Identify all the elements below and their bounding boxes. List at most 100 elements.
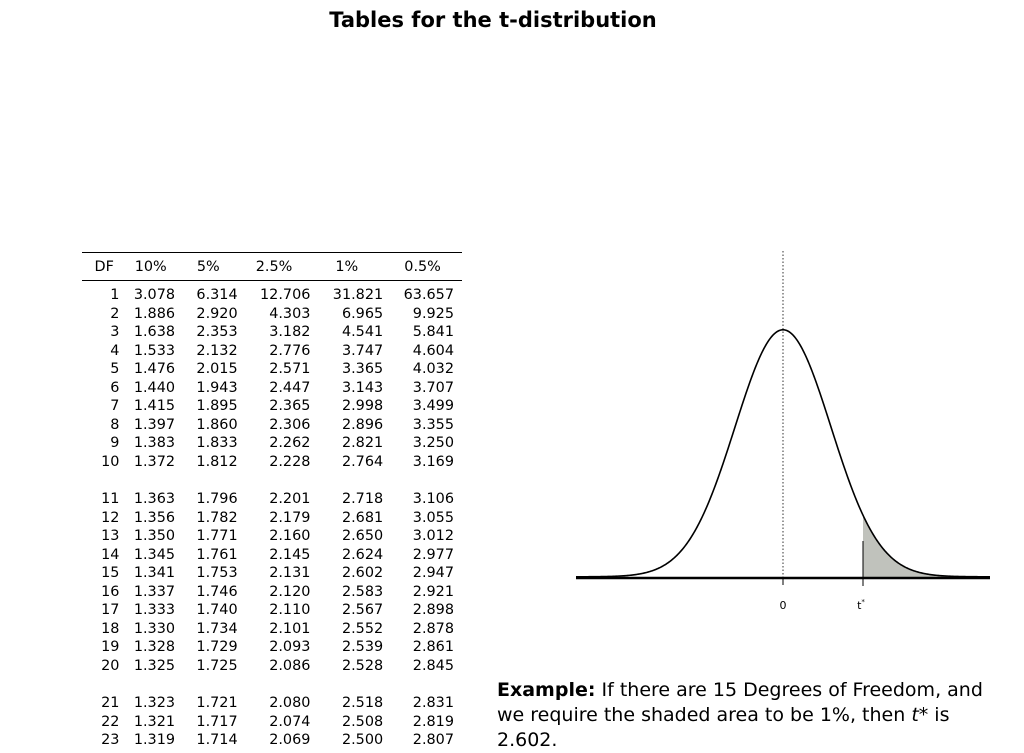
value-cell: 1.729 — [196, 639, 238, 656]
table-row: 8 1.397 1.860 2.306 2.896 3.355 — [82, 416, 462, 435]
value-cell: 3.250 — [412, 435, 454, 452]
value-cell: 2.093 — [269, 639, 311, 656]
value-cell: 3.012 — [412, 528, 454, 545]
value-cell: 2.861 — [412, 639, 454, 656]
value-cell: 4.032 — [412, 361, 454, 378]
df-cell: 9 — [110, 435, 120, 452]
shaded-tail-area — [863, 515, 990, 578]
table-row: 2 1.886 2.920 4.303 6.965 9.925 — [82, 305, 462, 324]
header-1pct: 1% — [310, 252, 384, 281]
df-cell: 14 — [101, 546, 120, 563]
value-cell: 1.714 — [196, 732, 238, 749]
table-row: 1 3.078 6.314 12.706 31.821 63.657 — [82, 281, 462, 305]
value-cell: 2.228 — [269, 453, 311, 470]
example-text-2: is 2.602. — [497, 704, 950, 751]
table-row: 12 1.356 1.782 2.179 2.681 3.055 — [82, 509, 462, 528]
table-row: 16 1.337 1.746 2.120 2.583 2.921 — [82, 583, 462, 602]
density-curve — [576, 328, 990, 578]
header-5pct: 5% — [179, 252, 238, 281]
df-cell: 5 — [110, 361, 120, 378]
value-cell: 9.925 — [412, 305, 454, 322]
table-header-row: DF 10% 5% 2.5% 1% 0.5% — [82, 252, 462, 281]
df-cell: 15 — [101, 565, 120, 582]
value-cell: 3.355 — [412, 416, 454, 433]
value-cell: 2.262 — [269, 435, 311, 452]
value-cell: 1.356 — [133, 509, 176, 526]
table-body: 1 3.078 6.314 12.706 31.821 63.657 2 1.886 2.920… — [82, 281, 462, 750]
value-cell: 1.533 — [133, 342, 176, 359]
df-cell: 6 — [110, 379, 120, 396]
table-row: 14 1.345 1.761 2.145 2.624 2.977 — [82, 546, 462, 565]
value-cell: 3.365 — [341, 361, 384, 378]
value-cell: 2.365 — [269, 398, 311, 415]
df-cell: 12 — [101, 509, 120, 526]
value-cell: 5.841 — [412, 324, 454, 341]
table-row: 17 1.333 1.740 2.110 2.567 2.898 — [82, 601, 462, 620]
value-cell: 2.602 — [341, 565, 384, 582]
table-row: 18 1.330 1.734 2.101 2.552 2.878 — [82, 620, 462, 639]
table-row: 3 1.638 2.353 3.182 4.541 5.841 — [82, 323, 462, 342]
df-cell: 7 — [110, 398, 120, 415]
value-cell: 2.552 — [341, 620, 384, 637]
value-cell: 1.323 — [133, 695, 176, 712]
value-cell: 3.169 — [412, 453, 454, 470]
value-cell: 1.782 — [196, 509, 238, 526]
t-table: DF 10% 5% 2.5% 1% 0.5% 1 3.078 6.314 12.706… — [82, 252, 462, 750]
value-cell: 1.734 — [196, 620, 238, 637]
table-row: 21 1.323 1.721 2.080 2.518 2.831 — [82, 675, 462, 713]
example-text-1: If there are 15 Degrees of Freedom, and … — [497, 679, 983, 726]
value-cell: 6.314 — [196, 287, 238, 304]
value-cell: 1.886 — [133, 305, 176, 322]
value-cell: 6.965 — [341, 305, 384, 322]
value-cell: 63.657 — [403, 287, 454, 304]
value-cell: 2.508 — [341, 713, 384, 730]
value-cell: 2.898 — [412, 602, 454, 619]
value-cell: 1.440 — [133, 379, 176, 396]
value-cell: 2.074 — [269, 713, 311, 730]
df-cell: 16 — [101, 583, 120, 600]
value-cell: 1.328 — [133, 639, 176, 656]
value-cell: 2.179 — [269, 509, 311, 526]
df-cell: 8 — [110, 416, 120, 433]
value-cell: 1.363 — [133, 491, 176, 508]
value-cell: 2.080 — [269, 695, 311, 712]
value-cell: 1.372 — [133, 453, 176, 470]
value-cell: 2.681 — [341, 509, 384, 526]
value-cell: 2.069 — [269, 732, 311, 749]
value-cell: 2.518 — [341, 695, 384, 712]
value-cell: 1.330 — [133, 620, 176, 637]
df-cell: 1 — [110, 287, 120, 304]
df-cell: 18 — [101, 620, 120, 637]
value-cell: 2.086 — [269, 657, 311, 674]
example-note: Example: If there are 15 Degrees of Free… — [497, 678, 997, 753]
value-cell: 1.771 — [196, 528, 238, 545]
table-row: 15 1.341 1.753 2.131 2.602 2.947 — [82, 564, 462, 583]
value-cell: 2.528 — [341, 657, 384, 674]
table-row: 19 1.328 1.729 2.093 2.539 2.861 — [82, 638, 462, 657]
page-title: Tables for the t-distribution — [329, 8, 657, 32]
df-cell: 11 — [101, 491, 120, 508]
df-cell: 22 — [101, 713, 120, 730]
value-cell: 1.761 — [196, 546, 238, 563]
value-cell: 1.325 — [133, 657, 176, 674]
value-cell: 1.319 — [133, 732, 176, 749]
value-cell: 2.831 — [412, 695, 454, 712]
value-cell: 1.638 — [133, 324, 176, 341]
df-cell: 2 — [110, 305, 120, 322]
table-row: 7 1.415 1.895 2.365 2.998 3.499 — [82, 397, 462, 416]
value-cell: 1.895 — [196, 398, 238, 415]
value-cell: 2.500 — [341, 732, 384, 749]
value-cell: 3.106 — [412, 491, 454, 508]
df-cell: 13 — [101, 528, 120, 545]
df-cell: 21 — [101, 695, 120, 712]
value-cell: 2.920 — [196, 305, 238, 322]
value-cell: 1.740 — [196, 602, 238, 619]
value-cell: 1.721 — [196, 695, 238, 712]
table-row: 5 1.476 2.015 2.571 3.365 4.032 — [82, 360, 462, 379]
value-cell: 2.583 — [341, 583, 384, 600]
value-cell: 3.078 — [133, 287, 176, 304]
value-cell: 1.415 — [133, 398, 176, 415]
value-cell: 2.821 — [341, 435, 384, 452]
value-cell: 2.353 — [196, 324, 238, 341]
table-row: 22 1.321 1.717 2.074 2.508 2.819 — [82, 713, 462, 732]
